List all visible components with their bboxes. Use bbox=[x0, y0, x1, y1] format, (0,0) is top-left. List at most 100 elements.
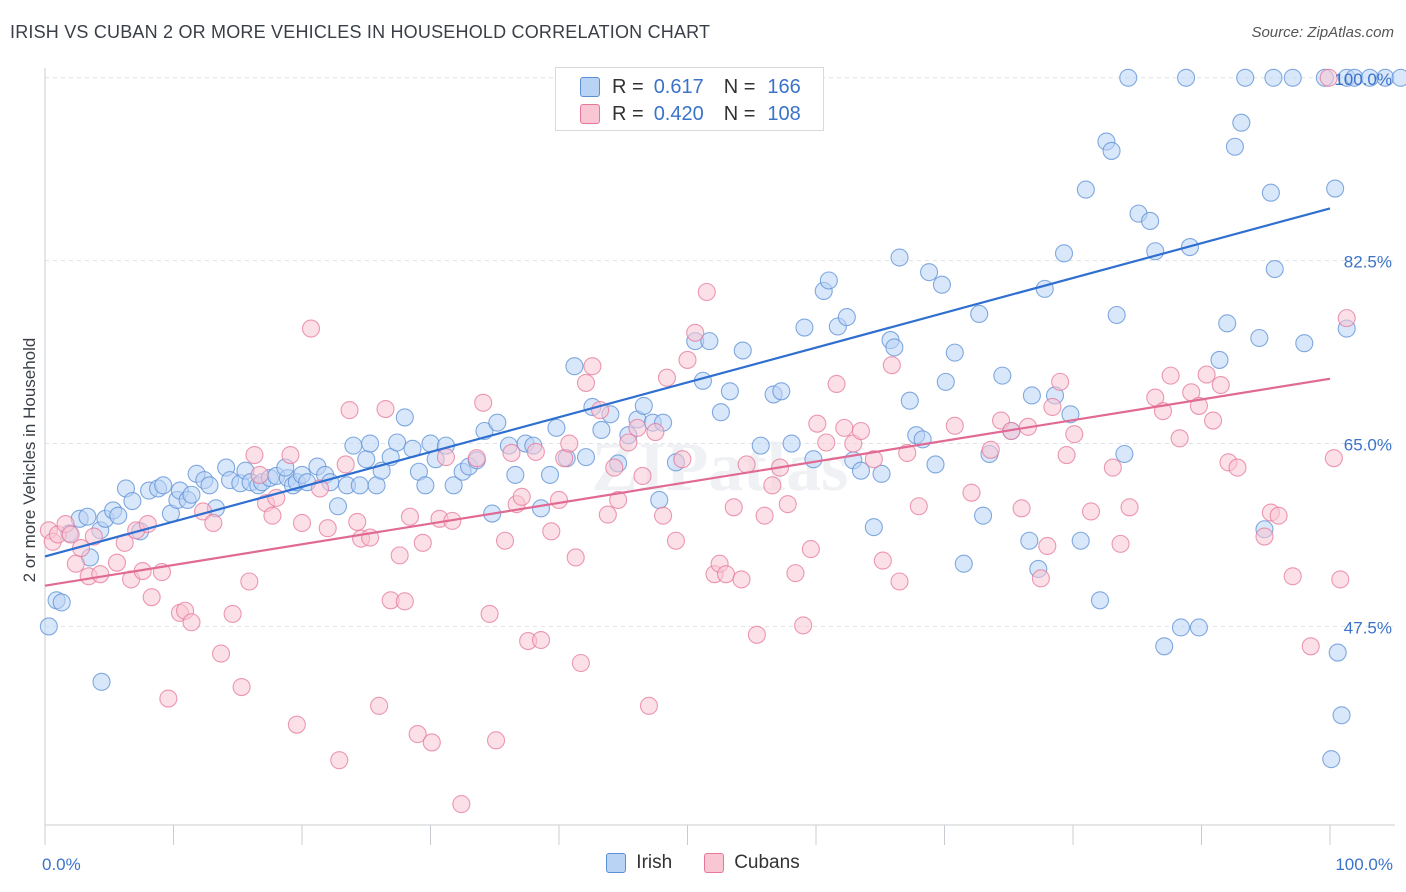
cubans-point bbox=[223, 604, 242, 623]
irish-point bbox=[733, 341, 752, 360]
cubans-point bbox=[598, 505, 617, 524]
irish-point bbox=[154, 476, 173, 495]
irish-point bbox=[506, 465, 525, 484]
irish-point bbox=[1119, 68, 1138, 87]
cubans-point bbox=[495, 531, 515, 550]
cubans-point bbox=[639, 696, 659, 715]
irish-point bbox=[1107, 305, 1126, 325]
irish-point bbox=[1141, 211, 1160, 230]
cubans-point bbox=[1319, 68, 1338, 87]
r-value: 0.420 bbox=[653, 102, 704, 125]
irish-point bbox=[1295, 334, 1314, 353]
irish-point bbox=[782, 434, 801, 453]
irish-point bbox=[1225, 137, 1244, 156]
r-value: 0.617 bbox=[653, 75, 704, 98]
trend-lines bbox=[44, 207, 1331, 587]
irish-point bbox=[1054, 244, 1074, 263]
r-label: R = bbox=[612, 102, 644, 125]
cubans-point bbox=[390, 546, 409, 565]
irish-point bbox=[52, 593, 71, 612]
irish-point bbox=[936, 372, 955, 391]
cubans-trend-line bbox=[44, 377, 1331, 587]
n-label: N = bbox=[723, 75, 756, 98]
cubans-point bbox=[211, 644, 231, 663]
irish-point bbox=[650, 490, 669, 510]
irish-point bbox=[350, 476, 369, 495]
irish-point bbox=[123, 491, 142, 511]
cubans-point bbox=[864, 450, 883, 469]
irish-point bbox=[1326, 179, 1345, 198]
irish-point bbox=[1189, 618, 1208, 637]
cubans-point bbox=[835, 418, 854, 437]
axes bbox=[44, 68, 1395, 845]
irish-point bbox=[576, 448, 596, 467]
cubans-point bbox=[898, 443, 917, 463]
irish-point bbox=[388, 433, 407, 452]
cubans-point bbox=[962, 483, 981, 502]
data-points bbox=[39, 68, 1406, 814]
irish-point bbox=[1265, 259, 1284, 279]
irish-point bbox=[39, 617, 58, 636]
irish-point bbox=[357, 450, 376, 469]
cubans-point bbox=[560, 434, 579, 453]
legend-item-cubans[interactable]: Cubans bbox=[704, 852, 800, 874]
irish-point bbox=[1177, 68, 1196, 87]
cubans-point bbox=[1051, 372, 1070, 391]
irish-point bbox=[547, 418, 566, 437]
x-tick-label: 100.0% bbox=[1335, 855, 1393, 874]
cubans-point bbox=[909, 497, 928, 516]
irish-point bbox=[488, 413, 507, 432]
irish-point bbox=[78, 507, 97, 526]
cubans-point bbox=[1331, 570, 1350, 589]
cubans-point bbox=[1161, 366, 1180, 385]
irish-point bbox=[890, 248, 909, 267]
irish-point bbox=[819, 271, 838, 290]
cubans-point bbox=[107, 553, 127, 572]
irish-point bbox=[361, 434, 380, 453]
cubans-point bbox=[1038, 536, 1057, 556]
cubans-point bbox=[873, 551, 892, 570]
irish-point bbox=[1171, 618, 1190, 637]
legend-label-cubans: Cubans bbox=[734, 852, 800, 873]
irish-point bbox=[1115, 444, 1134, 464]
cubans-point bbox=[408, 725, 427, 744]
irish-point bbox=[1232, 113, 1251, 132]
cubans-point bbox=[882, 356, 901, 375]
cubans-point bbox=[619, 433, 638, 452]
irish-point bbox=[344, 436, 363, 455]
irish-swatch-icon bbox=[580, 77, 600, 97]
irish-point bbox=[1328, 643, 1347, 662]
legend-item-irish[interactable]: Irish bbox=[606, 852, 672, 874]
cubans-point bbox=[786, 564, 805, 583]
cubans-point bbox=[1111, 534, 1130, 553]
cubans-point bbox=[1043, 397, 1062, 417]
cubans-point bbox=[747, 625, 766, 644]
tick-labels: 47.5% 65.0% 82.5% 100.0% 0.0% 100.0% bbox=[42, 70, 1393, 874]
irish-point bbox=[1391, 68, 1406, 87]
cubans-point bbox=[654, 506, 673, 525]
irish-point bbox=[395, 408, 414, 427]
cubans-point bbox=[794, 616, 813, 635]
irish-point bbox=[1261, 183, 1280, 202]
cubans-point bbox=[1228, 458, 1247, 477]
chart-title: IRISH VS CUBAN 2 OR MORE VEHICLES IN HOU… bbox=[10, 22, 711, 42]
cubans-point bbox=[301, 319, 321, 338]
cubans-point bbox=[91, 565, 110, 584]
cubans-point bbox=[1170, 429, 1189, 448]
cubans-point bbox=[66, 554, 85, 573]
legend-row-irish: R = 0.617 N = 166 bbox=[580, 74, 801, 100]
irish-point bbox=[920, 263, 939, 282]
cubans-point bbox=[1012, 499, 1031, 518]
cubans-point bbox=[486, 731, 506, 750]
cubans-point bbox=[436, 448, 455, 467]
cubans-point bbox=[851, 421, 871, 441]
cubans-point bbox=[609, 490, 628, 510]
cubans-point bbox=[330, 751, 349, 770]
cubans-point bbox=[159, 689, 178, 708]
cubans-point bbox=[673, 450, 692, 469]
cubans-point bbox=[1057, 445, 1076, 465]
cubans-point bbox=[817, 433, 836, 452]
cubans-point bbox=[452, 795, 471, 814]
cubans-point bbox=[502, 443, 521, 463]
